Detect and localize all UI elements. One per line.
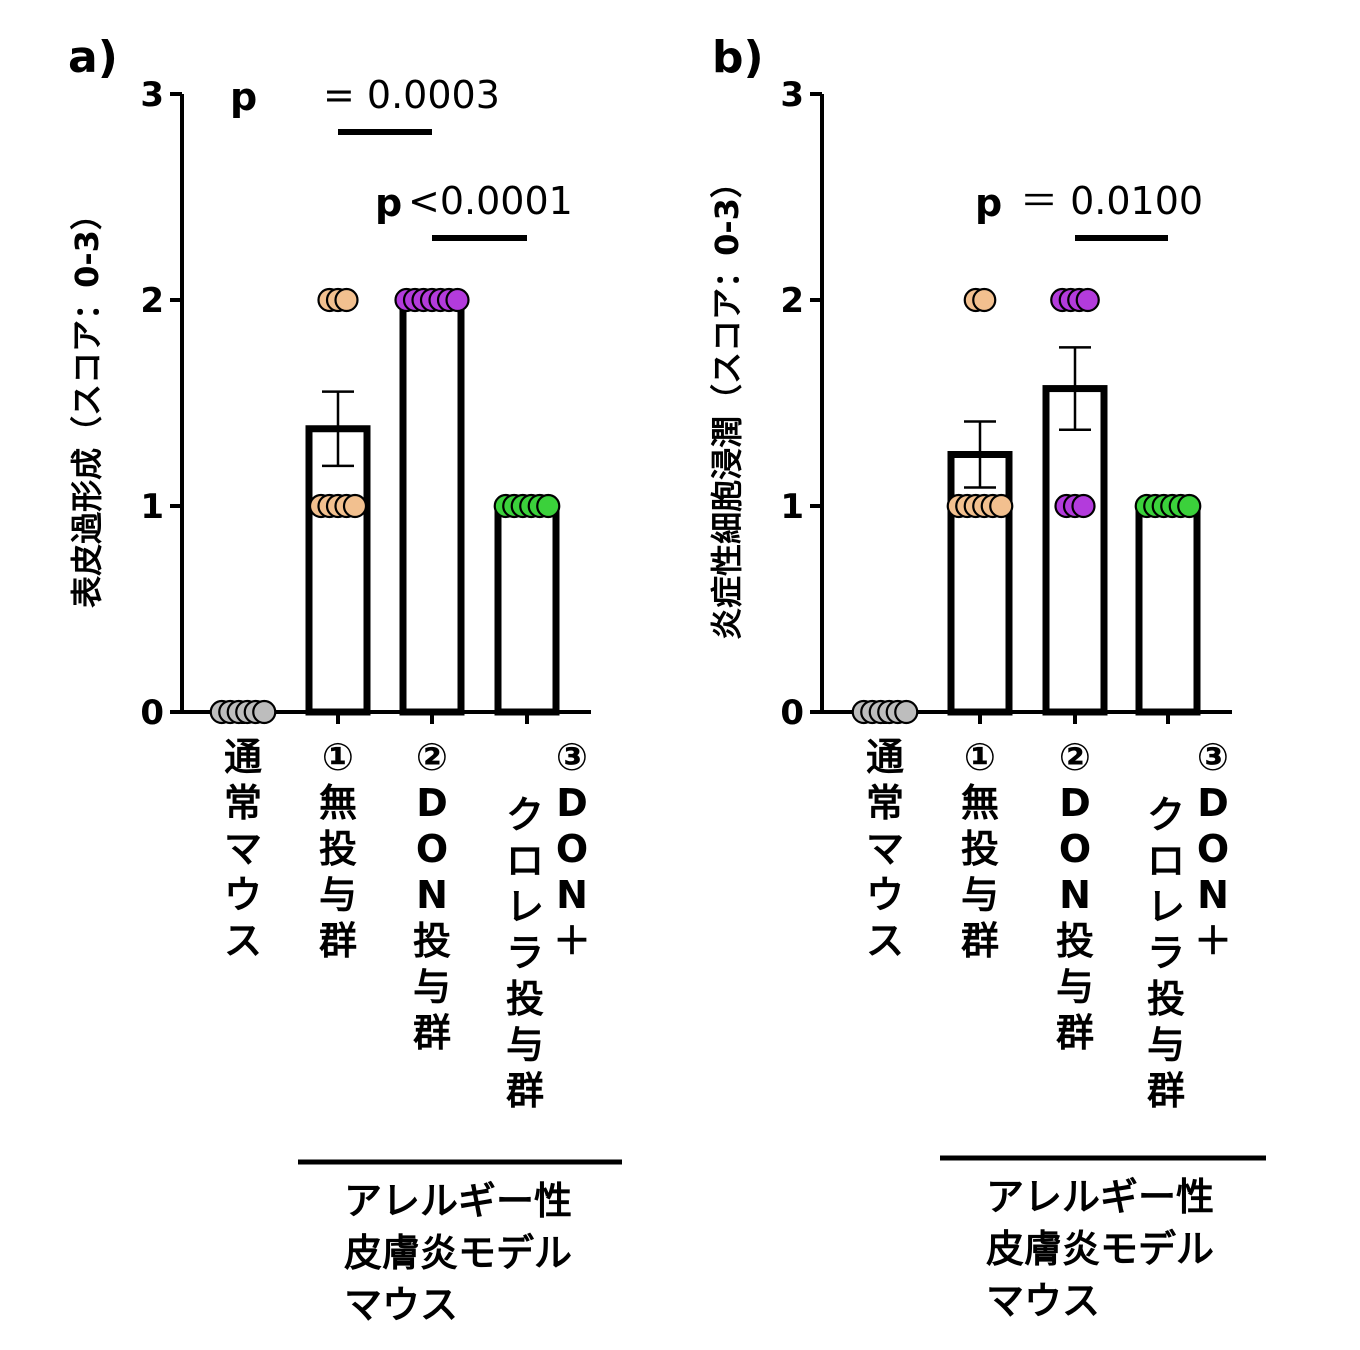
bar [1042, 385, 1108, 716]
category-label: ② D O N 投与群 [413, 735, 451, 1055]
category-label: ③ D O N ＋ [553, 735, 591, 963]
y-tick-label: 3 [780, 75, 804, 115]
group-label: アレルギー性 [344, 1179, 572, 1223]
data-point [1071, 493, 1096, 519]
data-point [342, 493, 368, 519]
category-label: 通常マウス [224, 735, 262, 963]
category-label: ① 無投与群 [961, 735, 999, 963]
data-point [445, 287, 470, 313]
data-point [334, 287, 359, 313]
y-tick-label: 3 [140, 75, 164, 115]
category-label: ② D O N 投与群 [1056, 735, 1094, 1055]
group-label: 皮膚炎モデル [344, 1231, 572, 1275]
category-label: 通常マウス [866, 735, 904, 963]
y-tick-label: 1 [780, 487, 804, 527]
data-point [894, 699, 919, 725]
panel-label: a) [68, 32, 118, 83]
y-tick-label: 2 [140, 281, 164, 321]
category-label: ③ D O N ＋ [1194, 735, 1232, 963]
group-label: マウス [986, 1279, 1100, 1323]
bar [305, 425, 371, 716]
bar [494, 502, 560, 716]
y-tick-label: 2 [780, 281, 804, 321]
panel-label: b) [712, 32, 764, 83]
bar [399, 296, 465, 716]
group-label: 皮膚炎モデル [986, 1227, 1214, 1271]
y-axis-label: 表皮過形成（スコア：0-3） [68, 198, 106, 608]
p-value: ＝ 0.0100 [1020, 179, 1203, 223]
y-tick-label: 0 [780, 693, 804, 733]
p-symbol: p [375, 181, 402, 225]
data-point [1177, 493, 1202, 519]
data-point [252, 699, 277, 725]
y-tick-label: 0 [140, 693, 164, 733]
p-symbol: p [230, 75, 257, 119]
bar [947, 451, 1013, 716]
data-point [972, 287, 997, 313]
bar [1135, 502, 1201, 716]
y-axis-label: 炎症性細胞浸潤（スコア：0-3） [708, 166, 746, 640]
category-label: クロレラ投与群 [506, 793, 544, 1113]
data-point [989, 493, 1014, 519]
category-label: ① 無投与群 [319, 735, 357, 963]
y-tick-label: 1 [140, 487, 164, 527]
data-point [536, 493, 561, 519]
group-label: アレルギー性 [986, 1175, 1214, 1219]
p-symbol: p [975, 181, 1002, 225]
data-point [1075, 287, 1100, 313]
category-label: クロレラ投与群 [1147, 793, 1185, 1113]
group-label: マウス [344, 1283, 458, 1327]
p-value: <0.0001 [408, 179, 573, 223]
p-value: = 0.0003 [323, 73, 500, 117]
